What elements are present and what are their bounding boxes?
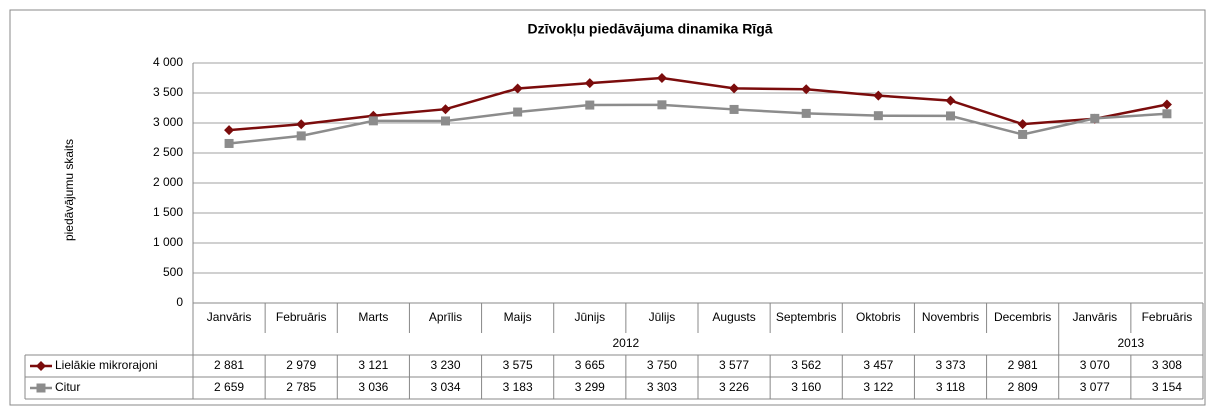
y-tick-label: 3 000: [153, 115, 183, 129]
marker: [657, 100, 667, 110]
table-value: 2 979: [286, 358, 316, 372]
table-value: 3 562: [791, 358, 821, 372]
marker: [584, 78, 595, 89]
marker: [873, 90, 884, 101]
chart-title: Dzīvokļu piedāvājuma dinamika Rīgā: [527, 21, 772, 37]
table-value: 3 308: [1152, 358, 1182, 372]
marker: [512, 83, 523, 94]
x-tick-label: Decembris: [994, 310, 1051, 324]
x-tick-label: Janvāris: [207, 310, 252, 324]
table-value: 2 981: [1008, 358, 1038, 372]
table-value: 3 122: [863, 380, 893, 394]
table-value: 3 577: [719, 358, 749, 372]
group-label: 2013: [1118, 336, 1145, 350]
marker: [1161, 99, 1172, 110]
y-tick-label: 2 000: [153, 175, 183, 189]
x-tick-label: Jūnijs: [574, 310, 605, 324]
table-value: 3 575: [503, 358, 533, 372]
marker: [729, 104, 739, 114]
marker: [36, 383, 46, 393]
marker: [368, 116, 378, 126]
legend-label: Citur: [55, 380, 80, 394]
x-tick-label: Janvāris: [1072, 310, 1117, 324]
marker: [1162, 109, 1172, 119]
y-tick-label: 2 500: [153, 145, 183, 159]
x-tick-label: Februāris: [1142, 310, 1193, 324]
table-value: 2 785: [286, 380, 316, 394]
y-tick-label: 500: [163, 265, 183, 279]
legend-label: Lielākie mikrorajoni: [55, 358, 158, 372]
table-value: 3 299: [575, 380, 605, 394]
table-value: 3 373: [935, 358, 965, 372]
x-tick-label: Oktobris: [856, 310, 901, 324]
marker: [513, 107, 523, 117]
marker: [945, 95, 956, 106]
marker: [224, 138, 234, 148]
x-tick-label: Aprīlis: [429, 310, 462, 324]
x-tick-label: Augusts: [712, 310, 755, 324]
x-tick-label: Septembris: [776, 310, 837, 324]
series-line: [228, 76, 1168, 132]
table-value: 3 160: [791, 380, 821, 394]
x-tick-label: Februāris: [276, 310, 327, 324]
marker: [729, 83, 740, 94]
series-line: [228, 103, 1168, 145]
marker: [1017, 119, 1028, 130]
table-value: 2 881: [214, 358, 244, 372]
table-value: 3 036: [358, 380, 388, 394]
group-label: 2012: [613, 336, 640, 350]
table-value: 3 226: [719, 380, 749, 394]
table-value: 2 659: [214, 380, 244, 394]
marker: [440, 104, 451, 115]
marker: [946, 111, 955, 121]
y-tick-label: 1 000: [153, 235, 183, 249]
marker: [656, 73, 667, 83]
table-value: 2 809: [1008, 380, 1038, 394]
marker: [1090, 113, 1100, 123]
x-tick-label: Maijs: [504, 310, 532, 324]
table-value: 3 070: [1080, 358, 1110, 372]
table-value: 3 750: [647, 358, 677, 372]
y-tick-label: 3 500: [153, 85, 183, 99]
marker: [585, 100, 595, 110]
marker: [1018, 129, 1028, 139]
y-tick-label: 4 000: [153, 55, 183, 69]
marker: [441, 116, 450, 126]
table-value: 3 154: [1152, 380, 1182, 394]
table-value: 3 118: [936, 380, 965, 394]
marker: [873, 111, 883, 121]
table-value: 3 665: [575, 358, 605, 372]
table-value: 3 303: [647, 380, 677, 394]
table-value: 3 230: [430, 358, 460, 372]
y-tick-label: 1 500: [153, 205, 183, 219]
marker: [801, 84, 812, 95]
x-tick-label: Novembris: [922, 310, 979, 324]
y-tick-label: 0: [176, 295, 183, 309]
marker: [36, 361, 46, 371]
table-value: 3 077: [1080, 380, 1110, 394]
marker: [224, 125, 235, 136]
chart-border: [9, 9, 1206, 406]
marker: [296, 131, 306, 141]
marker: [801, 108, 811, 118]
table-value: 3 457: [863, 358, 893, 372]
table-value: 3 121: [358, 358, 388, 372]
x-tick-label: Jūlijs: [649, 310, 676, 324]
y-axis-label: piedāvājumu skaits: [62, 139, 76, 241]
table-value: 3 034: [430, 380, 460, 394]
table-value: 3 183: [503, 380, 533, 394]
x-tick-label: Marts: [358, 310, 388, 324]
marker: [296, 119, 307, 130]
